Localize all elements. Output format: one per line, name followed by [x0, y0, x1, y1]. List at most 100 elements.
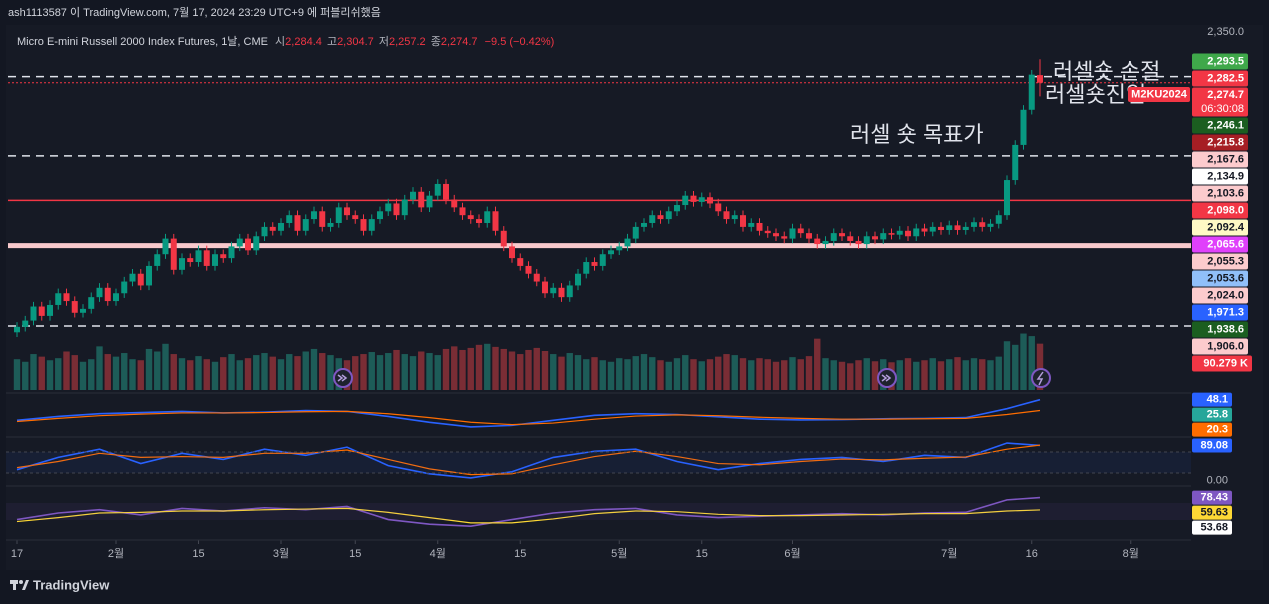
price-label: 2,167.6	[1207, 153, 1244, 165]
candle-body	[764, 230, 771, 234]
indicator-line	[16, 442, 1041, 479]
indicator-label: 0.00	[1207, 474, 1228, 486]
candle-body	[30, 306, 37, 321]
volume-bar	[63, 351, 70, 390]
volume-bar	[739, 358, 747, 390]
candle-body	[847, 236, 854, 241]
volume-bar	[541, 350, 549, 390]
price-label-bg	[1192, 185, 1248, 202]
brand-name: TradingView	[33, 577, 110, 592]
volume-bar	[772, 361, 780, 390]
candle-body	[418, 191, 425, 208]
volume-bar	[88, 359, 95, 390]
candle-body	[533, 273, 540, 282]
price-label: 2,103.6	[1207, 187, 1244, 199]
candle-body	[137, 273, 144, 286]
candle-body	[286, 215, 293, 223]
candle-body	[319, 211, 326, 227]
candle-body	[154, 254, 161, 266]
volume-bar	[277, 359, 285, 390]
candle-body	[641, 222, 647, 227]
close-value: 2,274.7	[441, 36, 478, 48]
volume-bar	[286, 354, 293, 390]
volume-bar	[1012, 344, 1019, 390]
candle-body	[38, 306, 45, 316]
candle-body	[195, 250, 202, 263]
candle-body	[938, 226, 944, 231]
candle-body	[104, 287, 111, 302]
volume-bar	[211, 361, 219, 390]
volume-bar	[921, 360, 928, 390]
price-label: 1,938.6	[1207, 323, 1244, 335]
candle-body	[113, 293, 119, 302]
volume-bar	[583, 359, 590, 390]
candle-body	[459, 207, 466, 216]
indicator-label: 78.43	[1200, 492, 1228, 504]
volume-bar	[822, 358, 829, 390]
volume-bar	[904, 358, 912, 390]
ohlc-legend: Micro E-mini Russell 2000 Index Futures,…	[17, 35, 554, 48]
volume-bar	[632, 356, 639, 390]
price-label: 1,971.3	[1207, 306, 1244, 318]
price-label-bg	[1192, 53, 1248, 70]
candle-body	[591, 262, 598, 266]
candle-body	[550, 287, 557, 294]
candle-body	[451, 199, 458, 208]
price-label-bg	[1192, 270, 1248, 287]
candle-body	[962, 226, 969, 231]
volume-bar	[195, 356, 202, 390]
candle-body	[665, 211, 672, 220]
volume-bar	[187, 360, 194, 390]
volume-bar	[484, 343, 491, 390]
volume-bar	[1036, 343, 1044, 390]
candle-body	[715, 203, 722, 212]
volume-bar	[517, 354, 524, 390]
candle-body	[467, 215, 474, 220]
candle-body	[509, 246, 515, 259]
indicator-label: 89.08	[1200, 439, 1228, 451]
price-label: 2,092.4	[1207, 221, 1245, 233]
candle-body	[360, 219, 367, 231]
price-label: 2,246.1	[1207, 119, 1244, 131]
indicator-label-bg	[1192, 438, 1232, 453]
volume-label-bg	[1192, 355, 1252, 372]
event-icon	[1031, 368, 1051, 388]
symbol-tag: M2KU2024	[1131, 88, 1188, 100]
volume-bar	[46, 360, 54, 390]
candle-body	[971, 222, 977, 227]
volume-bar	[954, 357, 961, 390]
volume-bar	[929, 358, 936, 390]
candle-body	[814, 238, 821, 245]
indicator-label: 25.8	[1207, 409, 1228, 421]
volume-bar	[38, 356, 45, 390]
candle-body	[979, 222, 986, 227]
candle-body	[731, 215, 738, 220]
x-tick-label: 15	[192, 548, 204, 560]
candle-body	[863, 236, 870, 245]
volume-bar	[409, 356, 417, 390]
candle-body	[855, 240, 862, 245]
chart-title: Micro E-mini Russell 2000 Index Futures,…	[17, 35, 268, 48]
volume-bar	[591, 357, 598, 390]
candle-body	[995, 215, 1002, 224]
candle-body	[987, 223, 994, 227]
plot-area: 17 2월 15 3월 15 4월 15 5월 15 6월 7월 16 8월	[8, 59, 1191, 560]
price-label: 2,055.3	[1207, 255, 1244, 267]
candle-body	[888, 233, 895, 235]
x-tick-label: 3월	[273, 547, 289, 560]
volume-bar	[913, 361, 920, 390]
price-label-bg	[1192, 219, 1248, 236]
candle-body	[170, 238, 177, 270]
candle-body	[674, 205, 680, 212]
volume-bar	[376, 355, 384, 390]
candle-body	[261, 226, 268, 237]
candle-body	[1037, 75, 1043, 83]
price-label: 2,098.0	[1207, 204, 1244, 216]
volume-bar	[599, 360, 606, 390]
volume-bar	[253, 355, 260, 390]
volume-bar	[401, 354, 408, 390]
volume-bar	[970, 358, 978, 390]
indicator-label: 59.63	[1200, 507, 1228, 519]
candle-body	[47, 304, 53, 316]
volume-bar	[467, 347, 474, 390]
